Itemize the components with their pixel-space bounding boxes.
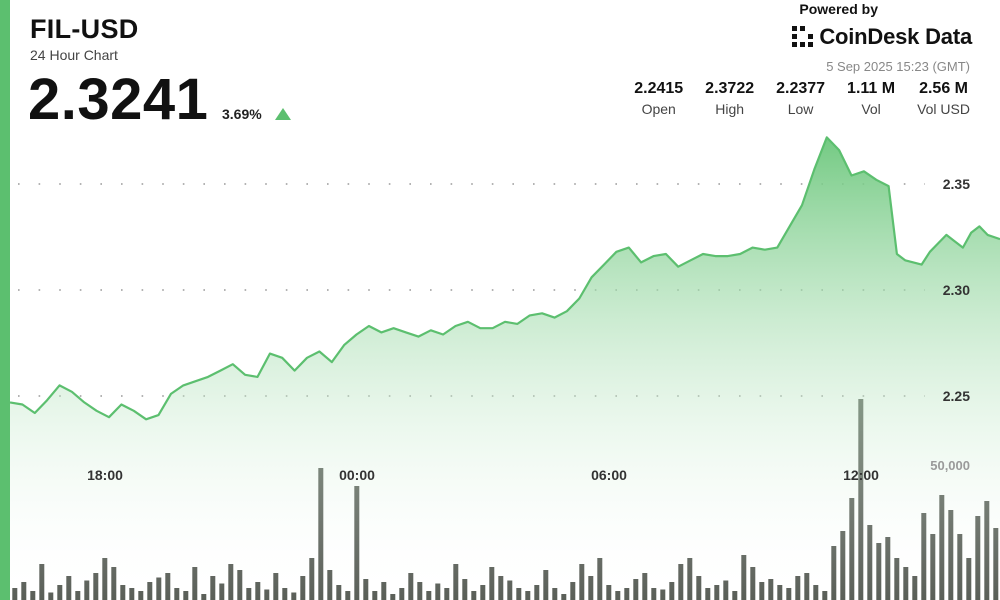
stat-low-value: 2.2377 [776, 80, 826, 97]
arrow-up-icon [275, 108, 291, 120]
stat-open: 2.2415 Open [634, 80, 683, 117]
coindesk-logo: CoinDesk Data [791, 24, 972, 50]
stat-low-label: Low [787, 101, 814, 117]
y-tick-label: 2.30 [943, 282, 970, 298]
x-tick-label: 18:00 [87, 467, 123, 483]
powered-by-label: Powered by [799, 1, 878, 17]
coindesk-logo-icon [792, 26, 814, 47]
current-price: 2.3241 [28, 67, 209, 132]
chart-subtitle: 24 Hour Chart [30, 47, 118, 63]
stats-panel: 2.2415 Open 2.3722 High 2.2377 Low 1.11 … [612, 80, 970, 117]
stat-high-value: 2.3722 [705, 80, 755, 97]
stat-high-label: High [715, 101, 745, 117]
stat-vol: 1.11 M Vol [847, 80, 895, 117]
y-tick-label: 2.25 [943, 388, 970, 404]
x-tick-label: 12:00 [843, 467, 879, 483]
x-tick-labels: 18:00 00:00 06:00 12:00 [87, 467, 879, 483]
stat-vol-label: Vol [861, 101, 881, 117]
x-tick-label: 00:00 [339, 467, 375, 483]
timestamp: 5 Sep 2025 15:23 (GMT) [826, 59, 970, 74]
y-tick-label: 2.35 [943, 176, 970, 192]
price-change-percent: 3.69% [222, 106, 262, 122]
x-tick-label: 06:00 [591, 467, 627, 483]
stat-low: 2.2377 Low [776, 80, 825, 117]
pair-title: FIL-USD [30, 14, 139, 44]
price-line [9, 136, 1000, 421]
stat-high: 2.3722 High [705, 80, 754, 117]
stat-vol-usd: 2.56 M Vol USD [917, 80, 970, 117]
stat-vol-usd-value: 2.56 M [919, 80, 968, 97]
y-tick-labels: 2.25 2.30 2.35 [943, 176, 970, 404]
stat-vol-usd-label: Vol USD [917, 101, 970, 117]
stat-open-label: Open [641, 101, 676, 117]
volume-scale-label: 50,000 [930, 458, 970, 473]
stat-open-value: 2.2415 [634, 80, 684, 97]
accent-bar [0, 0, 10, 600]
stat-vol-value: 1.11 M [847, 80, 896, 97]
coindesk-logo-text: CoinDesk Data [819, 24, 972, 49]
price-area [10, 137, 1000, 600]
